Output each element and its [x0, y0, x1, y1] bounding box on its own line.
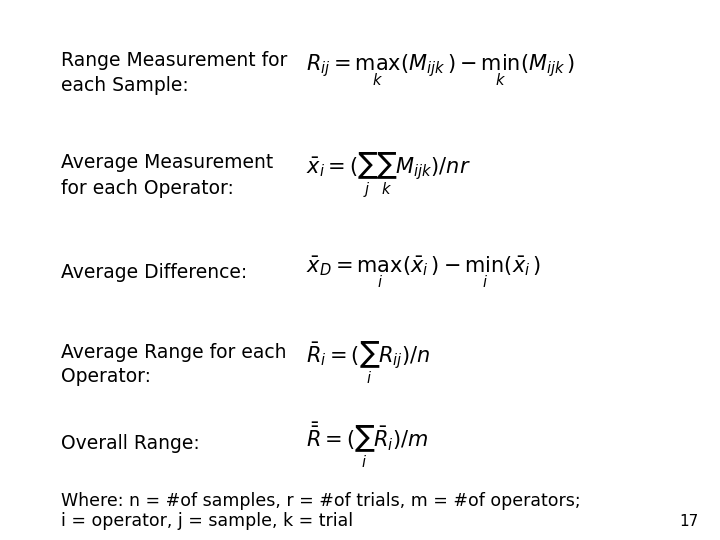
Text: $\bar{\bar{R}} = (\sum_{i} \bar{R}_i)/m$: $\bar{\bar{R}} = (\sum_{i} \bar{R}_i)/m$: [306, 421, 428, 470]
Text: $\bar{R}_i = (\sum_{i} R_{ij})/n$: $\bar{R}_i = (\sum_{i} R_{ij})/n$: [306, 340, 431, 386]
Text: $R_{ij} = \max_k(M_{ijk}) - \min_k(M_{ijk})$: $R_{ij} = \max_k(M_{ijk}) - \min_k(M_{ij…: [306, 52, 575, 88]
Text: Range Measurement for
each Sample:: Range Measurement for each Sample:: [61, 51, 287, 95]
Text: 17: 17: [679, 514, 698, 529]
Text: $\bar{x}_i = (\sum_{j}\sum_{k} M_{ijk})/nr$: $\bar{x}_i = (\sum_{j}\sum_{k} M_{ijk})/…: [306, 151, 471, 200]
Text: Where: n = #of samples, r = #of trials, m = #of operators;: Where: n = #of samples, r = #of trials, …: [61, 491, 581, 510]
Text: Average Difference:: Average Difference:: [61, 263, 248, 282]
Text: Overall Range:: Overall Range:: [61, 434, 200, 454]
Text: Average Measurement
for each Operator:: Average Measurement for each Operator:: [61, 153, 274, 198]
Text: Average Range for each
Operator:: Average Range for each Operator:: [61, 342, 287, 387]
Text: $\bar{x}_D = \max_i(\bar{x}_i) - \min_i(\bar{x}_i)$: $\bar{x}_D = \max_i(\bar{x}_i) - \min_i(…: [306, 255, 541, 291]
Text: i = operator, j = sample, k = trial: i = operator, j = sample, k = trial: [61, 512, 354, 530]
